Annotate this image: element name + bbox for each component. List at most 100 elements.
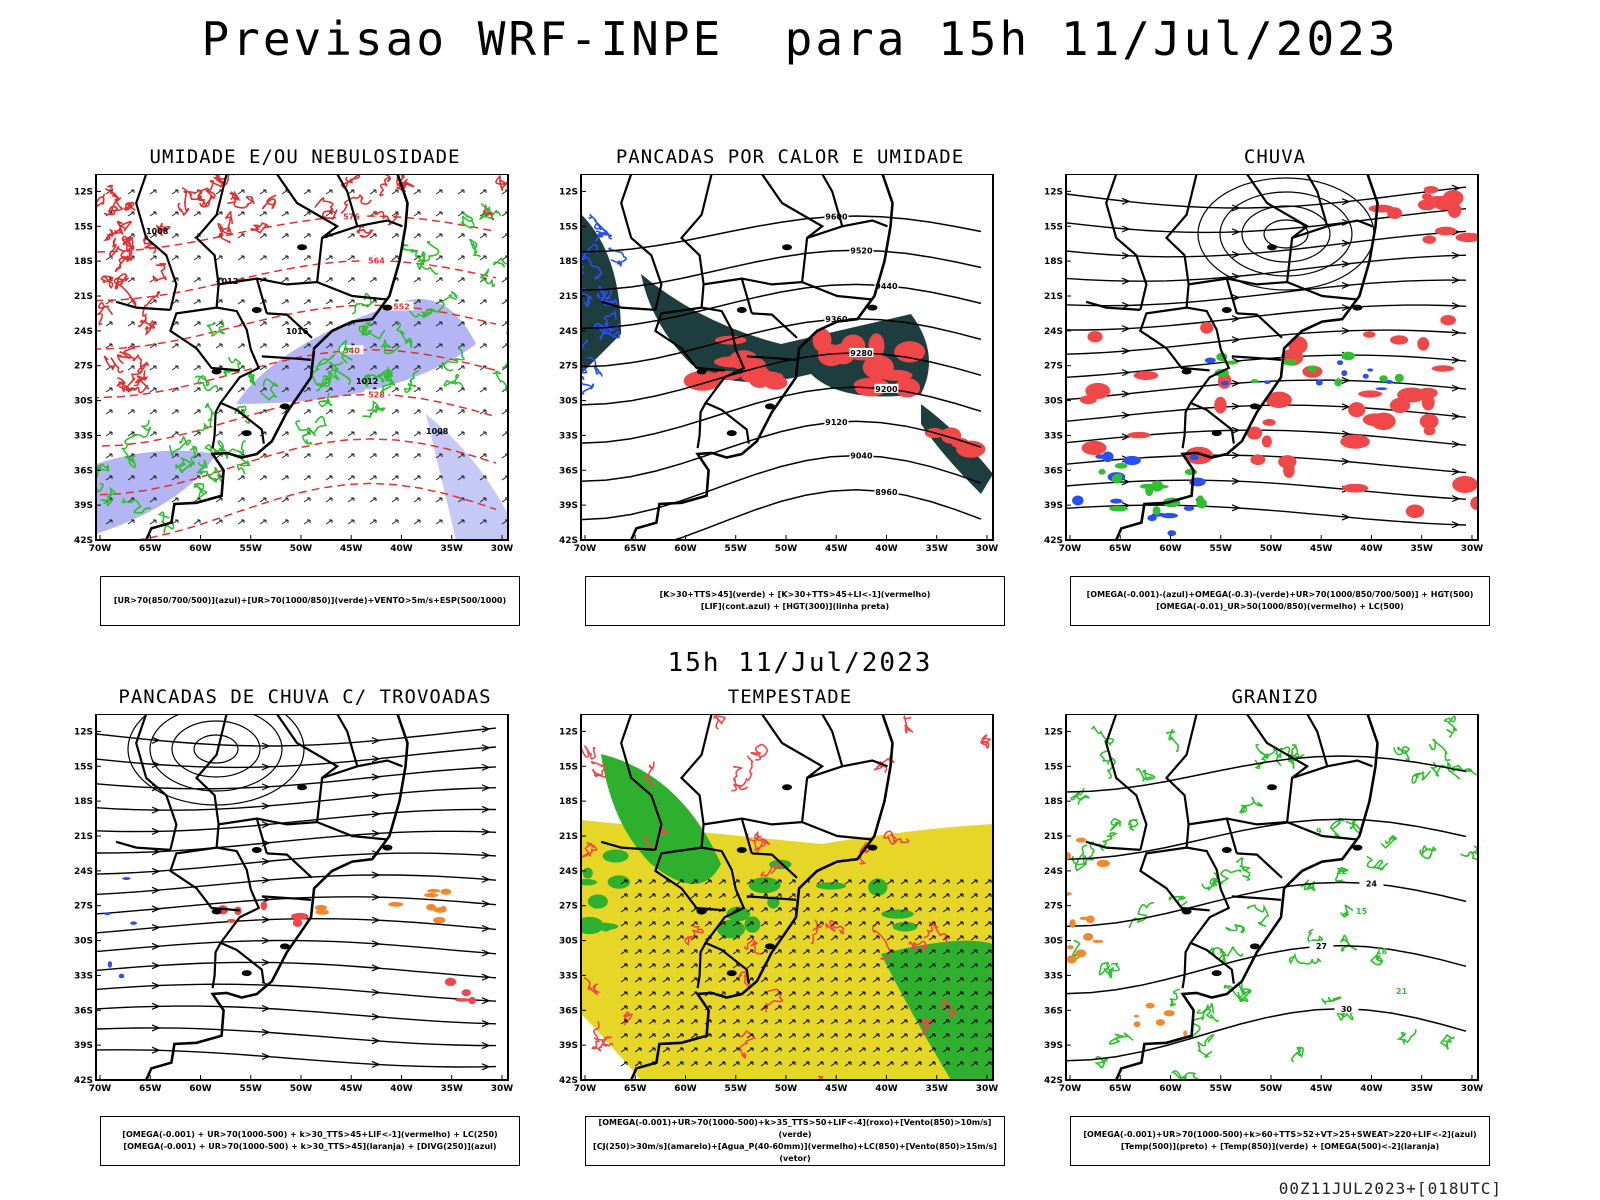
isoline-label: 540 [343,346,360,355]
panel-trovoadas: PANCADAS DE CHUVA C/ TROVOADAS 12S 15S 18S… [70,686,540,1186]
contour-wiggle [581,745,597,760]
streamline-arrow [1231,402,1241,410]
map-layer: 9600 9520 9440 9360 9280 9200 9120 9040 8960 [581,211,993,540]
wind-vector [984,893,992,899]
wind-vector [105,519,113,525]
wind-vector [872,879,880,885]
isoline-label: 8960 [875,488,898,497]
isoline-label: 564 [368,257,385,266]
contour-wiggle [469,238,481,258]
wind-vector [788,1061,796,1067]
contour-wiggle [140,319,156,337]
field-patch [582,867,593,879]
field-patch [433,907,447,913]
lat-tick-label: 42S [559,1076,578,1086]
legend-line-1: [K>30+TTS>45](verde) + [K>30+TTS>45+LI<-… [659,590,931,599]
lat-tick-label: 30S [74,397,93,407]
wind-vector [479,409,487,415]
contour-wiggle [340,193,372,214]
wind-vector [704,1061,712,1067]
contour-wiggle [1443,715,1458,738]
wind-vector [662,1061,670,1067]
streamline-arrow [481,784,491,792]
streamline-arrow [481,725,491,733]
wind-vector [844,879,852,885]
lat-tick-label: 27S [1044,902,1063,912]
field-patch [1379,375,1388,383]
wind-vector [760,1047,768,1053]
wind-vector [942,907,950,913]
wind-vector [928,907,936,913]
wind-vector [774,1005,782,1011]
wind-vector [802,991,810,997]
wind-vector [634,1061,642,1067]
wind-vector [830,879,838,885]
wind-vector [970,893,978,899]
wind-vector [413,343,421,349]
wind-vector [215,431,223,437]
contour-wiggle [96,463,110,478]
contour-wiggle [479,202,502,220]
wind-vector [215,321,223,327]
contour-wiggle [175,457,192,474]
lat-tick-label: 39S [74,1041,93,1051]
wind-vector [900,1061,908,1067]
wind-vector [149,233,157,239]
wind-vector [872,1005,880,1011]
wind-vector [303,475,311,481]
wind-vector [704,893,712,899]
contour-wiggle [403,370,420,394]
wind-vector [435,475,443,481]
wind-vector [676,921,684,927]
lat-tick-label: 36S [559,1006,578,1016]
isoline [581,214,982,253]
wind-vector [718,1047,726,1053]
wind-vector [457,321,465,327]
wind-vector [391,431,399,437]
legend-line-1: [OMEGA(-0.001)-(azul)+OMEGA(-0.3)-(verde… [1086,590,1474,599]
wind-vector [788,977,796,983]
wind-vector [281,519,289,525]
lat-tick-label: 12S [74,727,93,737]
wind-vector [774,907,782,913]
wind-vector [956,991,964,997]
wind-vector [634,935,642,941]
wind-vector [746,1061,754,1067]
contour-wiggle [1419,845,1437,860]
wind-vector [886,907,894,913]
contour-wiggle [492,370,508,393]
wind-vector [620,879,628,885]
streamline-arrow [151,942,161,950]
wind-vector [391,211,399,217]
wind-vector [620,991,628,997]
wind-vector [193,453,201,459]
wind-vector [391,409,399,415]
lon-tick-label: 60W [189,1084,212,1094]
wind-vector [690,977,698,983]
field-patch [1417,337,1430,351]
streamline-arrow [371,893,381,901]
wind-vector [237,299,245,305]
wind-vector [237,519,245,525]
streamline-arrow [481,1063,491,1071]
wind-vector [690,921,698,927]
lon-tick-label: 35W [925,544,948,554]
streamline-arrow [1231,426,1241,434]
wind-vector [970,921,978,927]
contour-wiggle [980,734,992,750]
wind-vector [956,963,964,969]
lat-tick-label: 24S [74,867,93,877]
lon-tick-label: 45W [1310,1084,1333,1094]
field-patch [881,909,914,919]
field-patch [1092,939,1104,943]
field-patch [1081,440,1107,455]
contour-wiggle [248,370,257,386]
contour-wiggle [103,227,121,242]
wind-vector [886,893,894,899]
field-patch [602,849,629,863]
isoline [1066,754,1467,793]
field-patch [1336,360,1344,366]
field-patch [107,961,113,968]
field-patch [1250,379,1259,384]
field-patch [1278,455,1297,469]
